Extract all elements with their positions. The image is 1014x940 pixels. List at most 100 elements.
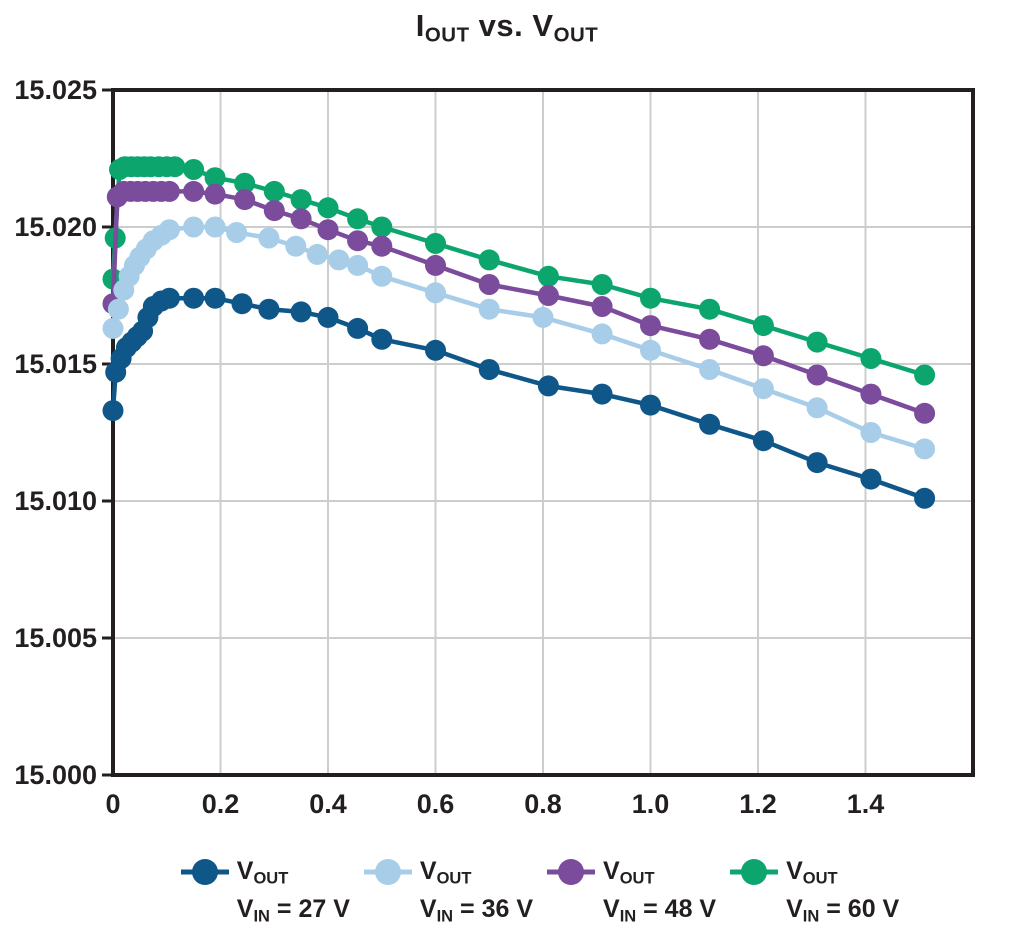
legend-text-segment: V	[419, 857, 437, 885]
series-point	[158, 180, 180, 202]
legend-label-line2: VIN = 48 V	[603, 894, 716, 932]
series-point	[234, 172, 256, 194]
series-point	[478, 359, 500, 380]
legend-label-line1: VOUT	[603, 856, 716, 894]
legend-text-segment: = 48 V	[636, 894, 717, 923]
legend-subscript: IN	[253, 907, 270, 926]
legend-text-segment: V	[236, 894, 254, 923]
series-point	[226, 222, 248, 243]
title-subscript: OUT	[424, 23, 470, 47]
title-text: V	[532, 8, 554, 43]
series-point	[290, 301, 312, 323]
plot-border	[111, 88, 975, 777]
x-axis-tick-label: 0.2	[202, 789, 240, 819]
legend-subscript: OUT	[619, 869, 655, 888]
legend-text-segment: = 27 V	[269, 894, 350, 923]
legend-text-segment: = 60 V	[819, 894, 900, 923]
legend-marker-icon	[180, 859, 229, 885]
series-point	[258, 298, 280, 320]
series-point	[347, 317, 369, 339]
series-point	[263, 180, 285, 202]
series-point	[183, 287, 205, 309]
series-point	[306, 243, 328, 265]
series-point	[107, 298, 129, 320]
series-point	[290, 189, 312, 211]
series-point	[371, 216, 393, 238]
y-axis-tick-label: 15.010	[14, 486, 97, 516]
series-point	[537, 375, 559, 397]
legend-label: VOUT VIN = 48 V	[603, 856, 716, 931]
legend-label: VOUT VIN = 27 V	[237, 856, 350, 931]
title-text: vs.	[469, 8, 533, 43]
series-point	[752, 315, 774, 337]
series-point	[425, 232, 446, 254]
series-point	[204, 167, 226, 189]
chart-title: IOUT vs. VOUT	[0, 8, 1014, 48]
y-axis-tick-label: 15.020	[14, 212, 97, 242]
series-point	[591, 383, 613, 405]
series-point	[537, 285, 559, 306]
series-point	[591, 296, 613, 317]
series-point	[640, 287, 661, 309]
title-text: I	[415, 8, 425, 43]
series-point	[914, 438, 936, 460]
legend-text-segment: V	[603, 894, 620, 923]
series-point	[860, 348, 882, 369]
series-point	[164, 156, 186, 178]
legend-item-2: VOUT VIN = 36 V	[363, 856, 533, 931]
series-point	[752, 345, 774, 367]
legend-label-line2: VIN = 60 V	[786, 894, 899, 932]
series-point	[752, 430, 774, 452]
series-point	[860, 422, 882, 443]
series-point	[591, 323, 613, 345]
chart-legend: VOUT VIN = 27 V VOUT VIN = 36 V VOUT VIN = 48…	[0, 856, 1014, 931]
series-point	[204, 287, 226, 309]
series-point	[806, 364, 828, 386]
legend-item-3: VOUT VIN = 48 V	[547, 856, 716, 931]
title-subscript: OUT	[553, 23, 599, 47]
legend-text-segment: V	[786, 857, 803, 885]
series-point	[183, 159, 205, 180]
legend-subscript: IN	[619, 907, 637, 926]
legend-label: VOUT VIN = 36 V	[420, 856, 533, 931]
x-axis-tick-label: 1.0	[632, 789, 670, 819]
series-point	[478, 249, 500, 271]
legend-subscript: OUT	[253, 869, 289, 888]
series-point	[860, 468, 882, 490]
series-point	[478, 274, 500, 295]
series-point	[328, 249, 350, 271]
y-axis-tick-label: 15.015	[14, 349, 97, 379]
series-point	[699, 298, 721, 320]
legend-text-segment: V	[419, 894, 437, 923]
legend-subscript: OUT	[436, 869, 472, 888]
series-point	[347, 230, 369, 252]
series-point	[183, 180, 205, 202]
series-point	[591, 274, 613, 295]
series-point	[234, 189, 256, 211]
series-point	[425, 254, 446, 276]
x-axis-tick-label: 0.4	[309, 789, 347, 819]
x-axis-tick-label: 0.6	[417, 789, 455, 819]
series-point	[371, 235, 393, 257]
series-point	[806, 452, 828, 474]
legend-item-4: VOUT VIN = 60 V	[730, 856, 899, 931]
series-point	[158, 219, 180, 241]
series-point	[371, 265, 393, 287]
series-point	[478, 298, 500, 320]
series-point	[317, 219, 339, 241]
legend-marker-icon	[363, 859, 412, 885]
series-point	[640, 315, 661, 337]
legend-subscript: IN	[802, 907, 820, 926]
series-point	[914, 487, 936, 509]
legend-subscript: IN	[436, 907, 454, 926]
chart-plot: 15.000 15.005 15.010 15.015 15.020 15.025 0 0.2…	[14, 75, 975, 819]
y-axis-tick-label: 15.005	[14, 623, 97, 653]
y-axis-tick-label: 15.000	[14, 760, 97, 790]
legend-text-segment: V	[236, 857, 254, 885]
series-point	[537, 265, 559, 287]
legend-text-segment: = 36 V	[453, 894, 533, 923]
series-point	[640, 339, 661, 361]
series-point	[347, 254, 369, 276]
x-axis-tick-label: 0.8	[524, 789, 562, 819]
